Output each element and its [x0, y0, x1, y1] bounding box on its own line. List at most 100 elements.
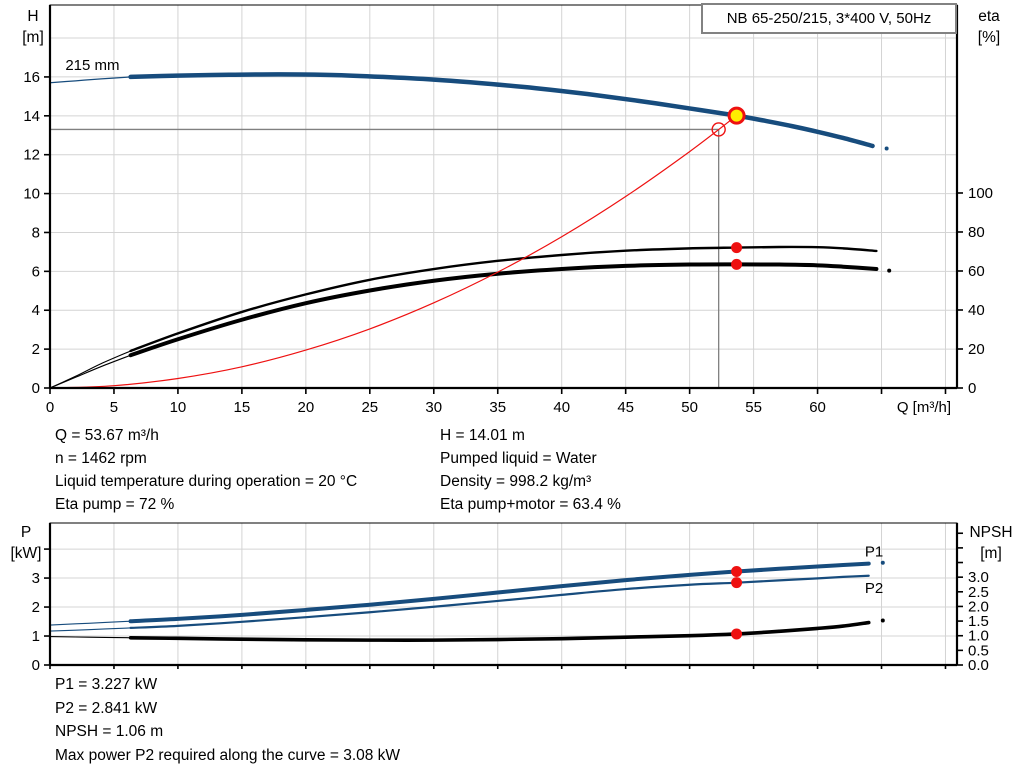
p-axis-title: P [kW]	[2, 522, 50, 564]
y-tick-label: 6	[32, 263, 40, 280]
duty-eta-pump-line: Eta pump = 72 %	[55, 496, 175, 513]
hq-eta-chart: 0 2 4 6 8 10 12 14 16 0 20 40 60 80 100 0 5 10 15 20 25 30 35 4…	[23, 4, 993, 416]
duty-eta-total-line: Eta pump+motor = 63.4 %	[440, 496, 621, 513]
x-axis-label: Q [m³/h]	[897, 399, 951, 416]
curve-end-dot	[884, 146, 889, 151]
duty-density-line: Density = 998.2 kg/m³	[440, 473, 592, 490]
duty-info-right-column: H = 14.01 m Pumped liquid = Water Densit…	[440, 424, 621, 516]
p2-duty-dot	[731, 577, 743, 589]
x-tick-label: 55	[745, 399, 762, 416]
x-tick-label: 40	[553, 399, 570, 416]
y2-tick-label: 0.5	[968, 642, 989, 659]
x-tick-label: 15	[234, 399, 251, 416]
y-tick-label: 16	[23, 69, 40, 86]
eta-axis-title-unit: [%]	[977, 29, 1001, 46]
eta-pump-motor-duty-dot	[731, 258, 743, 270]
y2-tick-label: 1.5	[968, 613, 989, 630]
p1-curve-label: P1	[865, 543, 883, 560]
p-axis-title-unit: [kW]	[10, 545, 42, 562]
x-tick-label: 35	[489, 399, 506, 416]
pump-curve-215mm-thin	[49, 76, 132, 84]
y2-tick-label: 100	[968, 185, 993, 202]
p-axis-title-symbol: P	[20, 524, 32, 541]
p1-duty-dot	[731, 565, 743, 577]
pump-type-title-box: NB 65-250/215, 3*400 V, 50Hz	[701, 3, 957, 34]
system-curve	[49, 115, 738, 389]
duty-point-info-block: Q = 53.67 m³/h n = 1462 rpm Liquid tempe…	[55, 424, 965, 519]
duty-point	[727, 106, 746, 125]
curve-end-dot	[880, 560, 885, 565]
plot-frame	[49, 522, 958, 666]
pump-curve-215mm	[128, 72, 875, 149]
x-tick-label: 25	[361, 399, 378, 416]
x-tick-label: 30	[425, 399, 442, 416]
npsh-axis-title-symbol: NPSH	[969, 524, 1013, 541]
npsh-curve	[128, 620, 871, 642]
y-tick-label: 12	[23, 147, 40, 164]
x-tick-label: 20	[298, 399, 315, 416]
power-p2-line: P2 = 2.841 kW	[55, 699, 158, 717]
y2-tick-label: 0	[968, 380, 976, 397]
gridlines	[50, 523, 957, 665]
impeller-size-label: 215 mm	[65, 57, 119, 74]
y2-tick-label: 60	[968, 263, 985, 280]
duty-flow-line: Q = 53.67 m³/h	[55, 427, 159, 444]
power-p1-line: P1 = 3.227 kW	[55, 676, 158, 693]
y-tick-label: 0	[32, 380, 40, 397]
y2-tick-label: 40	[968, 302, 985, 319]
h-axis-title-unit: [m]	[22, 29, 44, 46]
p2-curve	[129, 574, 870, 630]
y2-tick-label: 1.0	[968, 628, 989, 645]
p2-curve-label: P2	[865, 580, 883, 597]
eta-pump-motor-curve	[128, 262, 879, 358]
y-tick-label: 0	[32, 657, 40, 674]
eta-axis-title-symbol: eta	[978, 8, 1000, 25]
power-npsh-chart: 0 1 2 3 0.00.51.01.52.02.53.0 P1 P2	[32, 522, 989, 674]
npsh-duty-dot	[731, 628, 743, 640]
h-axis-title-symbol: H	[27, 8, 39, 25]
npsh-axis-title-unit: [m]	[980, 545, 1002, 562]
eta-pump-motor-curve-thin	[49, 354, 132, 389]
y2-tick-label: 3.0	[968, 569, 989, 586]
y2-tick-label: 80	[968, 224, 985, 241]
x-tick-label: 50	[681, 399, 698, 416]
y-tick-label: 10	[23, 186, 40, 203]
x-tick-label: 5	[110, 399, 118, 416]
y-tick-label: 14	[23, 108, 40, 125]
power-npsh-line: NPSH = 1.06 m	[55, 723, 164, 740]
eta-pump-curve	[129, 245, 878, 353]
y-tick-label: 8	[32, 224, 40, 241]
power-info-block: P1 = 3.227 kW P2 = 2.841 kW NPSH = 1.06 …	[55, 673, 400, 767]
p2-curve-thin	[49, 627, 132, 632]
curve-end-dot	[887, 268, 892, 273]
y2-tick-label: 20	[968, 341, 985, 358]
x-tick-label: 10	[170, 399, 187, 416]
y2-tick-label: 0.0	[968, 657, 989, 674]
duty-temperature-line: Liquid temperature during operation = 20…	[55, 473, 358, 490]
y-tick-label: 2	[32, 341, 40, 358]
system-open-circle	[711, 122, 726, 137]
y2-tick-label: 2.5	[968, 584, 989, 601]
y-tick-label: 2	[32, 599, 40, 616]
power-max-p2-line: Max power P2 required along the curve = …	[55, 746, 401, 764]
duty-info-left-column: Q = 53.67 m³/h n = 1462 rpm Liquid tempe…	[55, 424, 357, 516]
npsh-axis-title: NPSH [m]	[962, 522, 1020, 564]
eta-pump-duty-dot	[731, 242, 743, 254]
x-tick-label: 45	[617, 399, 634, 416]
y2-tick-label: 2.0	[968, 598, 989, 615]
y-tick-label: 1	[32, 628, 40, 645]
x-tick-label: 0	[46, 399, 54, 416]
npsh-curve-thin	[49, 636, 132, 639]
duty-liquid-line: Pumped liquid = Water	[440, 450, 597, 467]
y-tick-label: 3	[32, 570, 40, 587]
curve-end-dot	[880, 618, 885, 623]
y-tick-label: 4	[32, 302, 40, 319]
x-tick-label: 60	[809, 399, 826, 416]
p1-curve-thin	[49, 620, 132, 626]
h-axis-title: H [m]	[12, 6, 54, 48]
eta-axis-title: eta [%]	[966, 6, 1012, 48]
p1-curve	[128, 561, 871, 624]
duty-speed-line: n = 1462 rpm	[55, 450, 147, 467]
